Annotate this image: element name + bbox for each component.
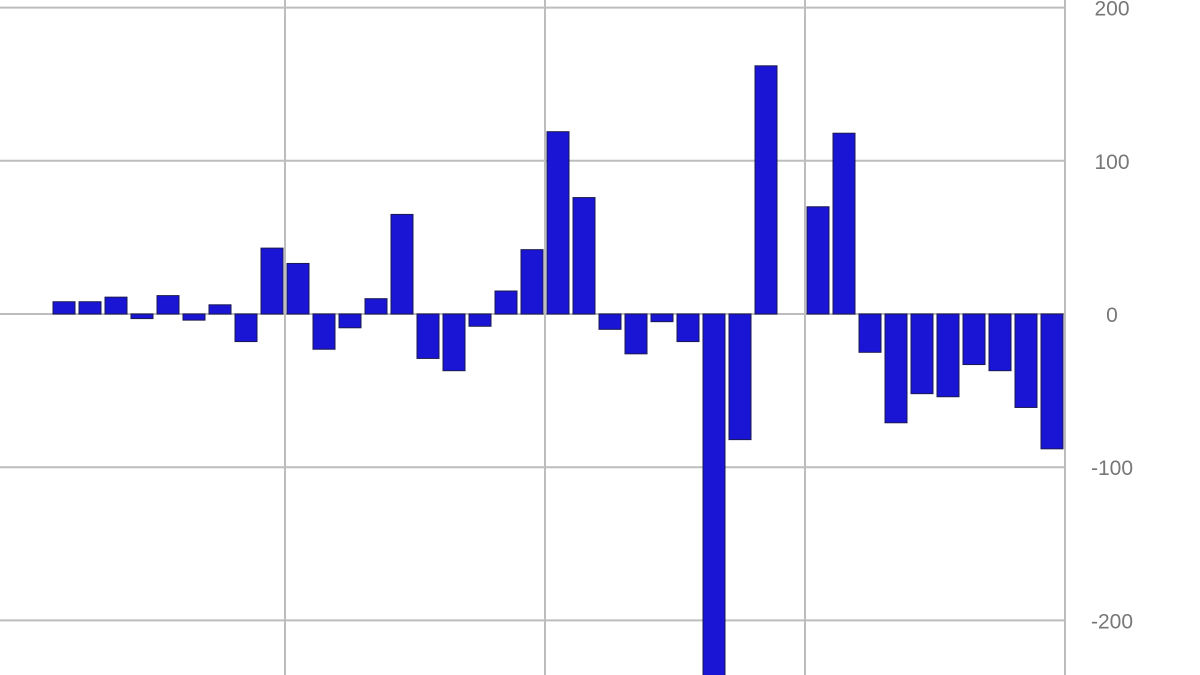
bar — [832, 132, 856, 315]
bar — [962, 313, 986, 366]
bar — [494, 290, 518, 315]
bar — [338, 313, 362, 329]
bar — [572, 197, 596, 315]
bar — [208, 304, 232, 315]
bar — [702, 313, 726, 675]
bar — [416, 313, 440, 359]
bar — [624, 313, 648, 355]
bar — [364, 298, 388, 315]
bar — [754, 65, 778, 315]
bar — [728, 313, 752, 441]
bar — [182, 313, 206, 321]
bar — [676, 313, 700, 343]
bar — [234, 313, 258, 343]
bar — [598, 313, 622, 330]
bar — [468, 313, 492, 327]
bar — [1014, 313, 1038, 408]
bar — [520, 249, 544, 315]
y-tick-label: 100 — [1094, 151, 1129, 174]
bar — [156, 295, 180, 315]
y-tick-label: -200 — [1091, 610, 1133, 633]
bar — [910, 313, 934, 395]
y-tick-label: 0 — [1106, 304, 1118, 327]
bar — [312, 313, 336, 350]
bar — [286, 262, 310, 315]
y-axis-ticks: 200 100 0 -100 -200 — [1091, 0, 1133, 633]
y-tick-label: -100 — [1091, 457, 1133, 480]
bar — [78, 301, 102, 315]
bar — [442, 313, 466, 372]
bar — [806, 206, 830, 315]
bar — [546, 131, 570, 315]
bar — [988, 313, 1012, 372]
bar — [936, 313, 960, 398]
bar — [260, 247, 284, 315]
bars — [52, 65, 1064, 675]
bar — [858, 313, 882, 353]
bar — [104, 296, 128, 315]
bar — [884, 313, 908, 424]
bar — [390, 213, 414, 315]
bar — [130, 313, 154, 320]
bar — [650, 313, 674, 323]
bar — [1040, 313, 1064, 450]
bar — [52, 301, 76, 315]
y-tick-label: 200 — [1094, 0, 1129, 21]
